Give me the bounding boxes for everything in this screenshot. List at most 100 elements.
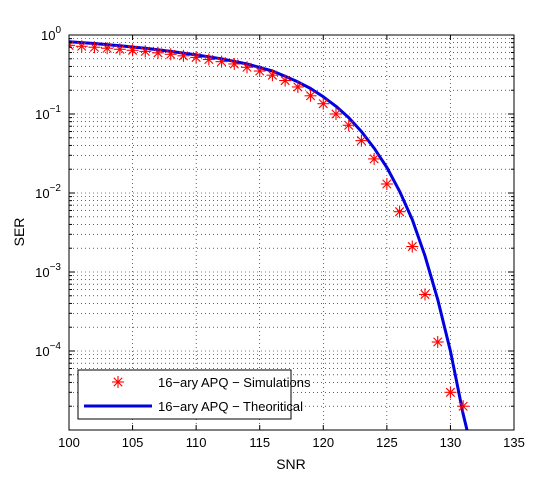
y-tick-exponent: −4 bbox=[50, 341, 62, 352]
marker-stroke bbox=[113, 377, 123, 387]
tick-labels: 100 105 110 115 120 125 130 13510010−110−210−31… bbox=[35, 25, 525, 450]
simulation-point bbox=[202, 53, 215, 66]
simulation-point bbox=[380, 177, 393, 190]
marker-stroke bbox=[153, 48, 163, 58]
marker-stroke bbox=[382, 179, 392, 189]
legend-asterisk bbox=[112, 376, 124, 388]
simulation-point bbox=[393, 205, 406, 218]
legend-label-theoretical: 16−ary APQ − Theoritical bbox=[158, 399, 303, 414]
y-tick-exponent: −2 bbox=[50, 183, 62, 194]
x-tick-label: 105 bbox=[122, 435, 144, 450]
marker-stroke bbox=[433, 337, 443, 347]
simulation-point bbox=[126, 44, 139, 57]
marker-stroke bbox=[229, 59, 239, 69]
marker-stroke bbox=[318, 99, 328, 109]
x-tick-label: 125 bbox=[376, 435, 398, 450]
simulation-point bbox=[342, 119, 355, 132]
marker-stroke bbox=[89, 42, 100, 52]
x-tick-label: 135 bbox=[503, 435, 525, 450]
x-axis-label: SNR bbox=[276, 456, 306, 472]
y-tick-exponent: −3 bbox=[50, 262, 62, 273]
series-theoretical-line bbox=[69, 40, 469, 430]
marker-stroke bbox=[166, 49, 176, 59]
x-tick-label: 120 bbox=[312, 435, 334, 450]
y-tick-base: 10 bbox=[35, 265, 49, 280]
y-tick-base: 10 bbox=[35, 186, 49, 201]
marker-stroke bbox=[191, 52, 201, 63]
marker-stroke bbox=[140, 46, 150, 57]
marker-stroke bbox=[344, 120, 354, 130]
simulation-point bbox=[113, 43, 126, 56]
y-tick-base: 10 bbox=[35, 107, 49, 122]
marker-stroke bbox=[394, 207, 405, 217]
simulation-point bbox=[101, 42, 114, 55]
marker-stroke bbox=[102, 43, 112, 53]
ticks bbox=[68, 35, 515, 430]
legend-marker-simulations bbox=[112, 376, 124, 388]
marker-stroke bbox=[407, 241, 417, 252]
marker-stroke bbox=[305, 91, 316, 101]
simulation-point bbox=[317, 97, 330, 110]
simulation-point bbox=[457, 400, 470, 413]
marker-stroke bbox=[331, 109, 341, 119]
simulation-point bbox=[215, 55, 228, 68]
y-axis-label: SER bbox=[11, 218, 27, 247]
marker-stroke bbox=[242, 62, 252, 72]
marker-stroke bbox=[69, 44, 74, 50]
series-simulations-markers bbox=[69, 39, 470, 413]
simulation-point bbox=[368, 152, 381, 165]
marker-stroke bbox=[77, 41, 87, 51]
simulation-point bbox=[253, 65, 266, 78]
y-tick-base: 10 bbox=[41, 28, 55, 43]
simulation-point bbox=[279, 74, 292, 87]
marker-stroke bbox=[255, 66, 265, 76]
x-tick-label: 130 bbox=[440, 435, 462, 450]
marker-stroke bbox=[127, 45, 138, 55]
legend: 16−ary APQ − Simulations 16−ary APQ − Th… bbox=[77, 369, 311, 420]
marker-stroke bbox=[115, 44, 125, 54]
marker-stroke bbox=[369, 154, 379, 164]
simulation-point bbox=[431, 335, 444, 348]
simulation-point bbox=[88, 41, 101, 54]
simulation-point bbox=[406, 240, 419, 253]
marker-stroke bbox=[458, 401, 468, 411]
y-tick-label: 10−1 bbox=[35, 104, 61, 122]
marker-stroke bbox=[178, 51, 189, 61]
simulation-point bbox=[330, 108, 342, 120]
simulation-point bbox=[304, 89, 317, 102]
y-tick-label: 100 bbox=[41, 25, 61, 43]
simulation-point bbox=[241, 61, 253, 74]
simulation-point bbox=[228, 57, 241, 70]
simulation-point bbox=[164, 48, 177, 61]
simulation-point bbox=[177, 49, 190, 62]
marker-stroke bbox=[280, 75, 290, 86]
y-tick-label: 10−2 bbox=[35, 183, 61, 201]
x-tick-label: 100 bbox=[58, 435, 80, 450]
y-tick-exponent: −1 bbox=[50, 104, 62, 115]
marker-stroke bbox=[267, 70, 278, 80]
marker-stroke bbox=[204, 54, 214, 65]
marker-stroke bbox=[293, 82, 303, 92]
simulation-point bbox=[291, 80, 304, 93]
simulation-point bbox=[190, 51, 203, 64]
simulation-point bbox=[75, 40, 88, 53]
simulation-point bbox=[419, 288, 431, 301]
marker-stroke bbox=[356, 136, 367, 146]
simulation-point bbox=[355, 134, 368, 147]
simulation-point bbox=[444, 386, 457, 399]
y-tick-label: 10−3 bbox=[35, 262, 61, 280]
marker-stroke bbox=[445, 387, 456, 397]
simulation-point bbox=[266, 69, 279, 82]
marker-stroke bbox=[420, 289, 430, 300]
x-tick-label: 115 bbox=[249, 435, 270, 450]
plot-area bbox=[69, 35, 514, 430]
legend-label-simulations: 16−ary APQ − Simulations bbox=[158, 375, 311, 390]
y-tick-exponent: 0 bbox=[55, 25, 61, 36]
series-layer bbox=[69, 39, 470, 430]
plot-frame bbox=[68, 34, 515, 431]
simulation-point bbox=[152, 46, 164, 59]
marker-stroke bbox=[216, 57, 227, 67]
y-tick-base: 10 bbox=[35, 344, 49, 359]
x-tick-label: 110 bbox=[186, 435, 207, 450]
